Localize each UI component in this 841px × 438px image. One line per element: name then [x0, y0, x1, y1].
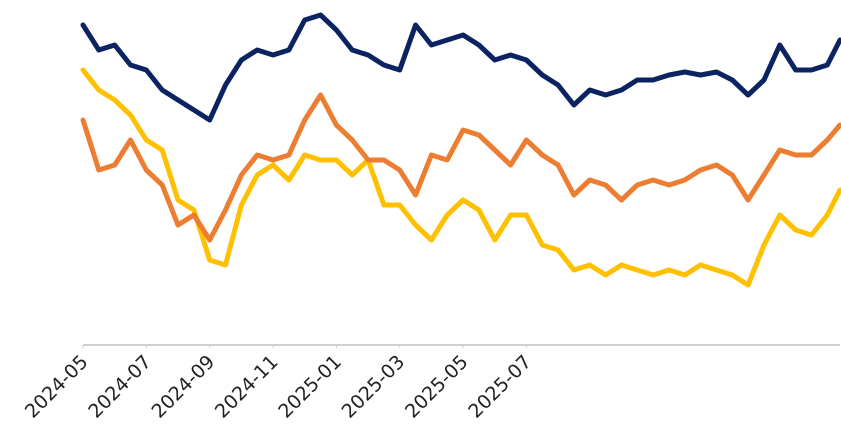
x-tick-label: 2024-11: [211, 351, 283, 423]
x-tick-label: 2025-07: [464, 351, 536, 423]
series-line: [80, 12, 841, 123]
x-tick-label: 2024-07: [84, 351, 156, 423]
x-tick-label: 2024-05: [21, 351, 93, 423]
x-tick-label: 2025-05: [401, 351, 473, 423]
x-tick-label: 2024-09: [148, 351, 220, 423]
series-line: [80, 92, 841, 243]
series-line: [80, 67, 841, 288]
x-tick-label: 2025-01: [274, 351, 346, 423]
x-tick-label: 2025-03: [338, 351, 410, 423]
